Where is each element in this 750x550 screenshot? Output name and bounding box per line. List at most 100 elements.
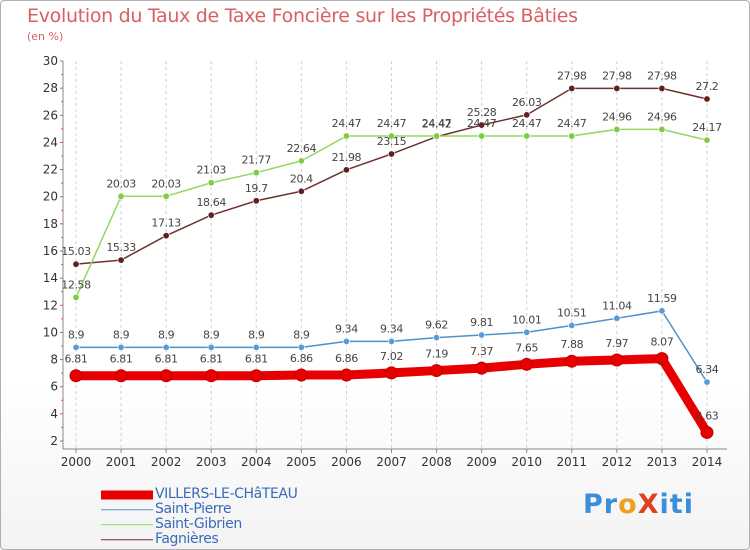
data-label: 8.9 [248, 328, 265, 341]
legend-swatch [101, 508, 153, 511]
y-tick-label: 10 [43, 325, 58, 339]
legend-swatch [101, 523, 153, 526]
data-label: 12.58 [61, 278, 91, 291]
data-point [658, 125, 666, 133]
data-point [252, 169, 260, 177]
legend-label: Fagnières [155, 531, 219, 547]
data-point [433, 132, 441, 140]
data-label: 17.13 [151, 217, 181, 230]
data-point [478, 121, 486, 129]
data-label: 19.7 [245, 182, 268, 195]
data-label: 8.9 [113, 328, 130, 341]
x-tick-label: 2006 [331, 455, 362, 469]
logo-letter: t [669, 489, 684, 520]
legend: VILLERS-LE-CHâTEAU Saint-Pierre Saint-Gibr… [101, 487, 361, 547]
data-point [433, 334, 441, 342]
data-label: 24.96 [602, 110, 632, 123]
data-label: 8.9 [293, 328, 310, 341]
data-point [117, 343, 125, 351]
x-tick-label: 2008 [421, 455, 452, 469]
legend-label: VILLERS-LE-CHâTEAU [155, 486, 298, 502]
data-label: 27.98 [557, 69, 587, 82]
data-label: 24.47 [377, 117, 407, 130]
x-tick-label: 2000 [61, 455, 92, 469]
y-tick-label: 16 [43, 244, 58, 258]
data-label: 27.2 [696, 80, 719, 93]
y-tick-label: 20 [43, 190, 58, 204]
x-tick-label: 2012 [602, 455, 633, 469]
data-point [565, 354, 579, 368]
data-point [610, 353, 624, 367]
x-tick-label: 2005 [286, 455, 317, 469]
x-tick-label: 2009 [466, 455, 497, 469]
y-tick-label: 14 [43, 271, 58, 285]
data-label: 24.47 [557, 117, 587, 130]
y-tick-label: 22 [43, 163, 58, 177]
x-tick-label: 2003 [196, 455, 227, 469]
data-label: 24.47 [422, 117, 452, 130]
data-point [523, 132, 531, 140]
data-point [252, 343, 260, 351]
y-tick-label: 2 [50, 434, 58, 448]
x-tick-label: 2004 [241, 455, 272, 469]
legend-label: Saint-Gibrien [155, 516, 242, 532]
data-label: 8.07 [650, 336, 673, 349]
logo-letter: o [618, 489, 638, 520]
data-point [207, 343, 215, 351]
data-point [162, 343, 170, 351]
data-label: 9.81 [470, 316, 493, 329]
data-label: 6.81 [65, 353, 88, 366]
logo-letter: i [659, 489, 670, 520]
data-label: 15.33 [106, 241, 136, 254]
data-point [568, 84, 576, 92]
data-point [342, 337, 350, 345]
data-label: 22.64 [287, 142, 317, 155]
data-label: 8.9 [68, 328, 85, 341]
data-point [117, 256, 125, 264]
x-tick-label: 2002 [151, 455, 182, 469]
data-label: 20.4 [290, 172, 313, 185]
proxiti-logo: ProXiti [583, 489, 694, 520]
data-label: 9.34 [380, 322, 403, 335]
data-point [478, 331, 486, 339]
logo-letter: r [603, 489, 619, 520]
data-point [387, 337, 395, 345]
x-tick-label: 2010 [511, 455, 542, 469]
data-label: 15.03 [61, 245, 91, 258]
data-point [342, 166, 350, 174]
legend-swatch [101, 490, 153, 499]
data-label: 24.17 [692, 121, 722, 134]
data-point [69, 369, 83, 383]
data-label: 26.03 [512, 96, 542, 109]
data-point [523, 328, 531, 336]
data-point [297, 343, 305, 351]
data-point [114, 369, 128, 383]
data-label: 9.62 [425, 319, 448, 332]
data-label: 24.47 [332, 117, 362, 130]
unit-label: (en %) [27, 30, 64, 43]
logo-letter: i [683, 489, 694, 520]
data-label: 6.81 [110, 353, 133, 366]
y-tick-label: 4 [50, 407, 58, 421]
data-point [252, 197, 260, 205]
data-label: 7.02 [380, 350, 403, 363]
data-label: 18.64 [196, 196, 226, 209]
data-point [475, 361, 489, 375]
data-point [658, 84, 666, 92]
data-label: 7.88 [560, 338, 583, 351]
data-point [162, 192, 170, 200]
data-point [703, 95, 711, 103]
data-label: 11.59 [647, 292, 677, 305]
data-point [162, 232, 170, 240]
data-label: 24.96 [647, 110, 677, 123]
y-tick-label: 8 [50, 353, 58, 367]
data-label: 24.47 [467, 117, 497, 130]
data-point [703, 136, 711, 144]
x-tick-label: 2007 [376, 455, 407, 469]
data-point [72, 260, 80, 268]
logo-letter: X [637, 489, 660, 520]
legend-label: Saint-Pierre [155, 501, 232, 517]
data-label: 6.81 [200, 353, 223, 366]
legend-item: VILLERS-LE-CHâTEAU [101, 487, 361, 502]
